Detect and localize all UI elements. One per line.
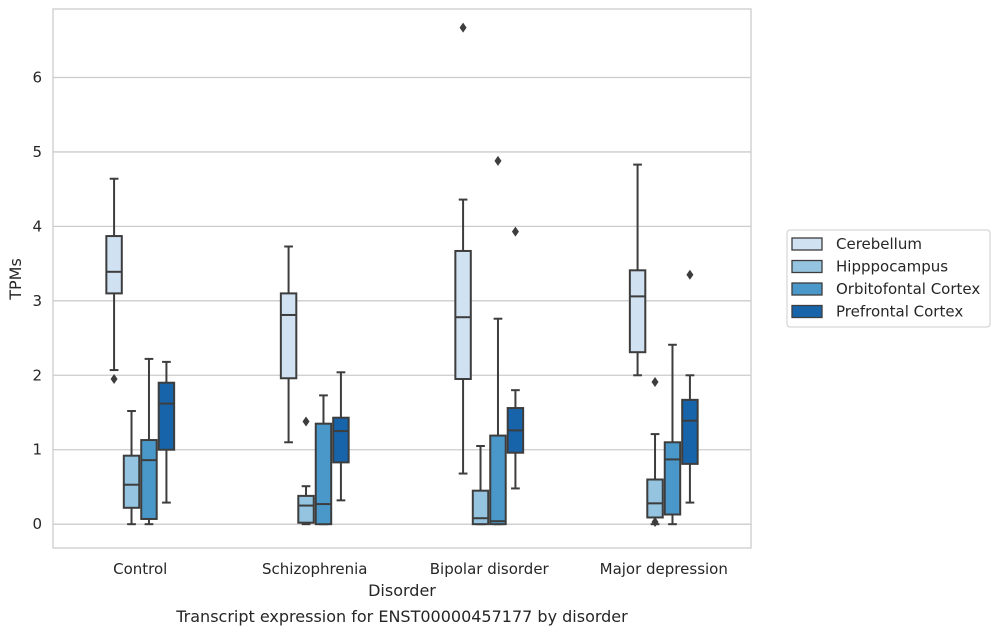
legend-label: Orbitofontal Cortex [836, 280, 980, 298]
outlier-point [511, 226, 519, 237]
y-axis-title: TPMs [6, 258, 25, 301]
outlier-point [686, 269, 694, 280]
y-tick-label: 5 [32, 143, 42, 161]
box-orbitofontal-cortex [314, 394, 333, 526]
box-hipppocampus [646, 376, 664, 527]
x-tick-label: Control [113, 560, 167, 578]
x-tick-label: Bipolar disorder [430, 560, 550, 578]
outlier-point [651, 516, 659, 527]
box-prefrontal-cortex [157, 360, 176, 504]
y-tick-label: 3 [32, 292, 42, 310]
outlier-point [459, 22, 467, 33]
box-iqr [646, 478, 664, 519]
y-tick-label: 6 [32, 68, 42, 86]
outlier-point [302, 416, 310, 427]
box-prefrontal-cortex [681, 269, 699, 504]
box-iqr [297, 494, 315, 524]
box-cerebellum [105, 177, 123, 385]
y-tick-label: 2 [32, 366, 42, 384]
box-iqr [663, 441, 682, 516]
x-axis-title: Disorder [368, 581, 436, 600]
box-iqr [122, 454, 141, 509]
legend-label: Hipppocampus [836, 258, 948, 276]
x-tick-label: Schizophrenia [262, 560, 367, 578]
legend-swatch [791, 304, 823, 319]
box-hipppocampus [297, 416, 315, 526]
box-prefrontal-cortex [506, 226, 525, 490]
box-orbitofontal-cortex [663, 343, 682, 526]
legend-swatch [791, 282, 823, 296]
box-orbitofontal-cortex [140, 357, 158, 526]
box-iqr [279, 292, 298, 380]
y-tick-labels: 0 1 2 3 4 5 6 [32, 68, 42, 533]
outlier-point [110, 374, 118, 385]
box-cerebellum [628, 163, 647, 377]
x-tick-label: Major depression [600, 560, 728, 578]
plot-frame [52, 8, 752, 549]
box-iqr [332, 416, 350, 464]
box-iqr [628, 269, 647, 354]
chart-title: Transcript expression for ENST0000045717… [175, 607, 628, 626]
legend-label: Prefrontal Cortex [836, 303, 963, 321]
box-iqr [157, 381, 176, 451]
box-prefrontal-cortex [332, 371, 350, 502]
box-iqr [471, 489, 490, 526]
outlier-point [651, 376, 659, 387]
box-iqr [681, 398, 699, 465]
box-hipppocampus [471, 445, 490, 526]
box-iqr [105, 235, 123, 295]
box-hipppocampus [122, 410, 141, 526]
box-cerebellum [279, 245, 298, 444]
box-iqr [140, 439, 158, 520]
legend-swatch [791, 237, 823, 251]
legend-swatch [791, 259, 823, 274]
y-tick-label: 0 [32, 515, 42, 533]
y-tick-label: 1 [32, 441, 42, 459]
legend: Cerebellum Hipppocampus Orbitofontal Corte… [786, 229, 991, 328]
x-tick-labels: Control Schizophrenia Bipolar disorder Majo… [113, 560, 728, 578]
outlier-point [494, 155, 502, 166]
box-cerebellum [454, 22, 472, 475]
box-iqr [489, 434, 507, 526]
legend-label: Cerebellum [836, 235, 922, 253]
box-groups [105, 22, 699, 527]
box-iqr [314, 422, 333, 526]
box-iqr [454, 249, 472, 381]
box-orbitofontal-cortex [489, 155, 507, 526]
legend-frame [786, 229, 991, 328]
y-tick-label: 4 [32, 217, 42, 235]
